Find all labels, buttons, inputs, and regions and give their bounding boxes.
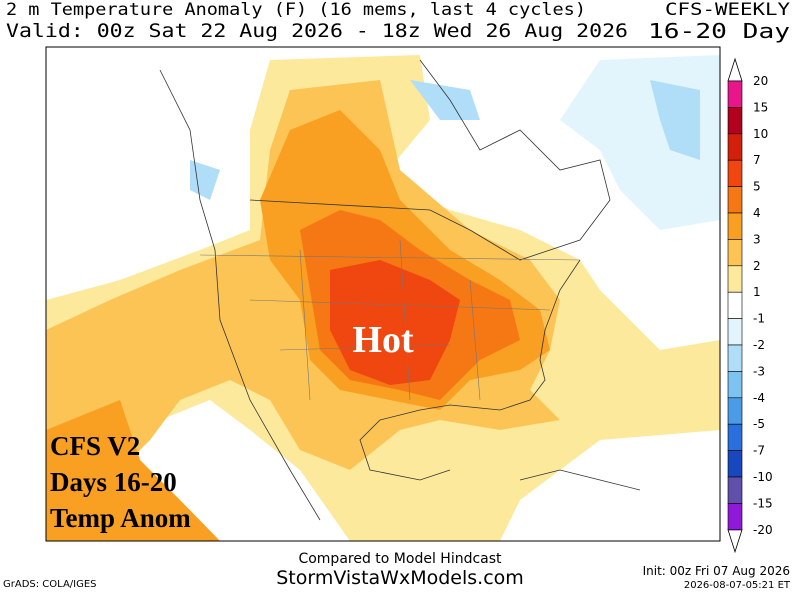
colorbar-cap-bottom <box>727 529 743 554</box>
colorbar-label: 4 <box>753 206 761 220</box>
colorbar-label: -5 <box>753 417 765 431</box>
colorbar-cap-top <box>727 57 743 82</box>
colorbar-label: 5 <box>753 180 761 194</box>
footer-site: StormVistaWxModels.com <box>276 567 524 589</box>
overlay-line: CFS V2 <box>50 431 140 461</box>
footer-note: Compared to Model Hindcast <box>298 551 502 567</box>
footer-init: Init: 00z Fri 07 Aug 2026 <box>643 564 790 578</box>
colorbar-label: 15 <box>753 100 768 114</box>
colorbar: 20 15 10 7 5 4 3 2 1 -1 -2 -3 -4 -5 -7 -10 -15 -20 <box>727 57 773 554</box>
anomaly-sw <box>46 400 220 541</box>
valid-time: Valid: 00z Sat 22 Aug 2026 - 18z Wed 26 … <box>6 20 628 42</box>
colorbar-swatch <box>727 159 743 187</box>
colorbar-swatch <box>727 344 743 372</box>
colorbar-swatch <box>727 423 743 451</box>
title: 2 m Temperature Anomaly (F) (16 mems, la… <box>6 0 586 20</box>
colorbar-swatch <box>727 397 743 425</box>
colorbar-swatch <box>727 503 743 531</box>
colorbar-swatch <box>727 371 743 399</box>
colorbar-label: -4 <box>753 391 765 405</box>
footer-stamp: 2026-08-07-05:21 ET <box>684 580 791 591</box>
map-frame <box>45 46 721 542</box>
colorbar-label: 1 <box>753 285 761 299</box>
colorbar-label: -7 <box>753 444 765 458</box>
colorbar-label: 3 <box>753 232 761 246</box>
colorbar-swatch <box>727 186 743 214</box>
overlay-text: CFS V2 Days 16-20 Temp Anom <box>50 431 191 533</box>
colorbar-label: 10 <box>753 127 768 141</box>
colorbar-swatch <box>727 476 743 504</box>
colorbar-swatch <box>727 107 743 135</box>
anomaly-5-7 <box>330 260 460 385</box>
colorbar-swatch <box>727 265 743 293</box>
colorbar-label: 20 <box>753 74 768 88</box>
day-range: 16-20 Day <box>648 19 790 43</box>
colorbar-swatch <box>727 212 743 240</box>
colorbar-swatch <box>727 133 743 161</box>
colorbar-swatch <box>727 80 743 108</box>
colorbar-label: -3 <box>753 364 765 378</box>
colorbar-label: -10 <box>753 470 773 484</box>
colorbar-swatch <box>727 450 743 478</box>
borders <box>199 239 581 401</box>
colorbar-label: 2 <box>753 259 761 273</box>
coastlines <box>159 59 641 521</box>
anomaly-cool-hudson <box>410 80 480 120</box>
colorbar-swatch <box>727 291 743 319</box>
colorbar-label: 7 <box>753 153 761 167</box>
map: Hot CFS V2 Days 16-20 Temp Anom <box>45 46 721 542</box>
footer-credit: GrADS: COLA/IGES <box>3 579 97 590</box>
colorbar-label: -15 <box>753 496 773 510</box>
model-label: CFS-WEEKLY <box>665 0 790 20</box>
colorbar-label: -2 <box>753 338 765 352</box>
colorbar-label: -1 <box>753 312 765 326</box>
overlay-line: Days 16-20 <box>50 467 177 497</box>
colorbar-swatch <box>727 318 743 346</box>
map-annotation: Hot <box>352 319 414 361</box>
anomaly-cool-core <box>650 80 700 160</box>
anomaly-cool-nw <box>190 160 220 200</box>
overlay-line: Temp Anom <box>50 503 191 533</box>
colorbar-label: -20 <box>753 523 773 537</box>
map-fill <box>46 47 720 541</box>
colorbar-swatch <box>727 239 743 267</box>
